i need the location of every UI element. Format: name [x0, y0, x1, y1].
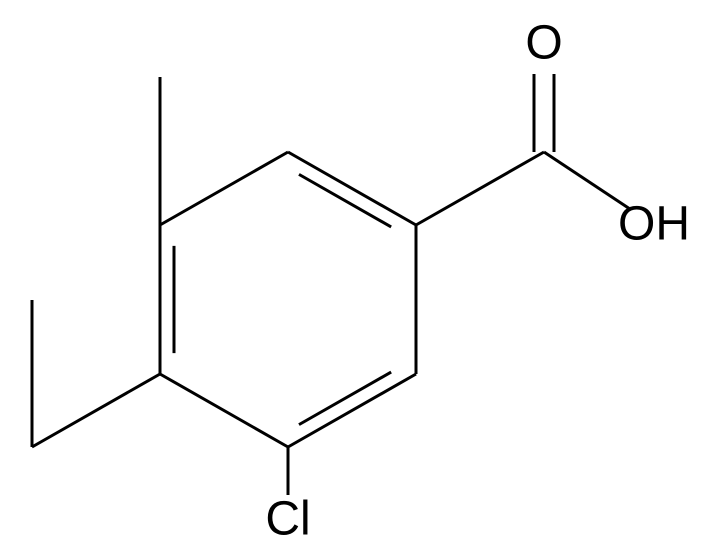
bond — [288, 374, 416, 447]
labels-layer: O OH Cl — [265, 16, 690, 545]
bond — [160, 152, 288, 225]
atom-label-cl: Cl — [265, 492, 310, 545]
bond — [288, 152, 416, 225]
molecule-diagram: O OH Cl — [0, 0, 714, 552]
bond — [299, 372, 391, 425]
bond — [299, 174, 391, 227]
bond — [416, 152, 544, 225]
atom-label-o2: OH — [618, 197, 690, 250]
atom-label-o1: O — [525, 16, 562, 69]
bond — [544, 152, 629, 208]
bond — [160, 374, 288, 447]
bonds-layer — [32, 74, 629, 495]
bond — [32, 374, 160, 447]
